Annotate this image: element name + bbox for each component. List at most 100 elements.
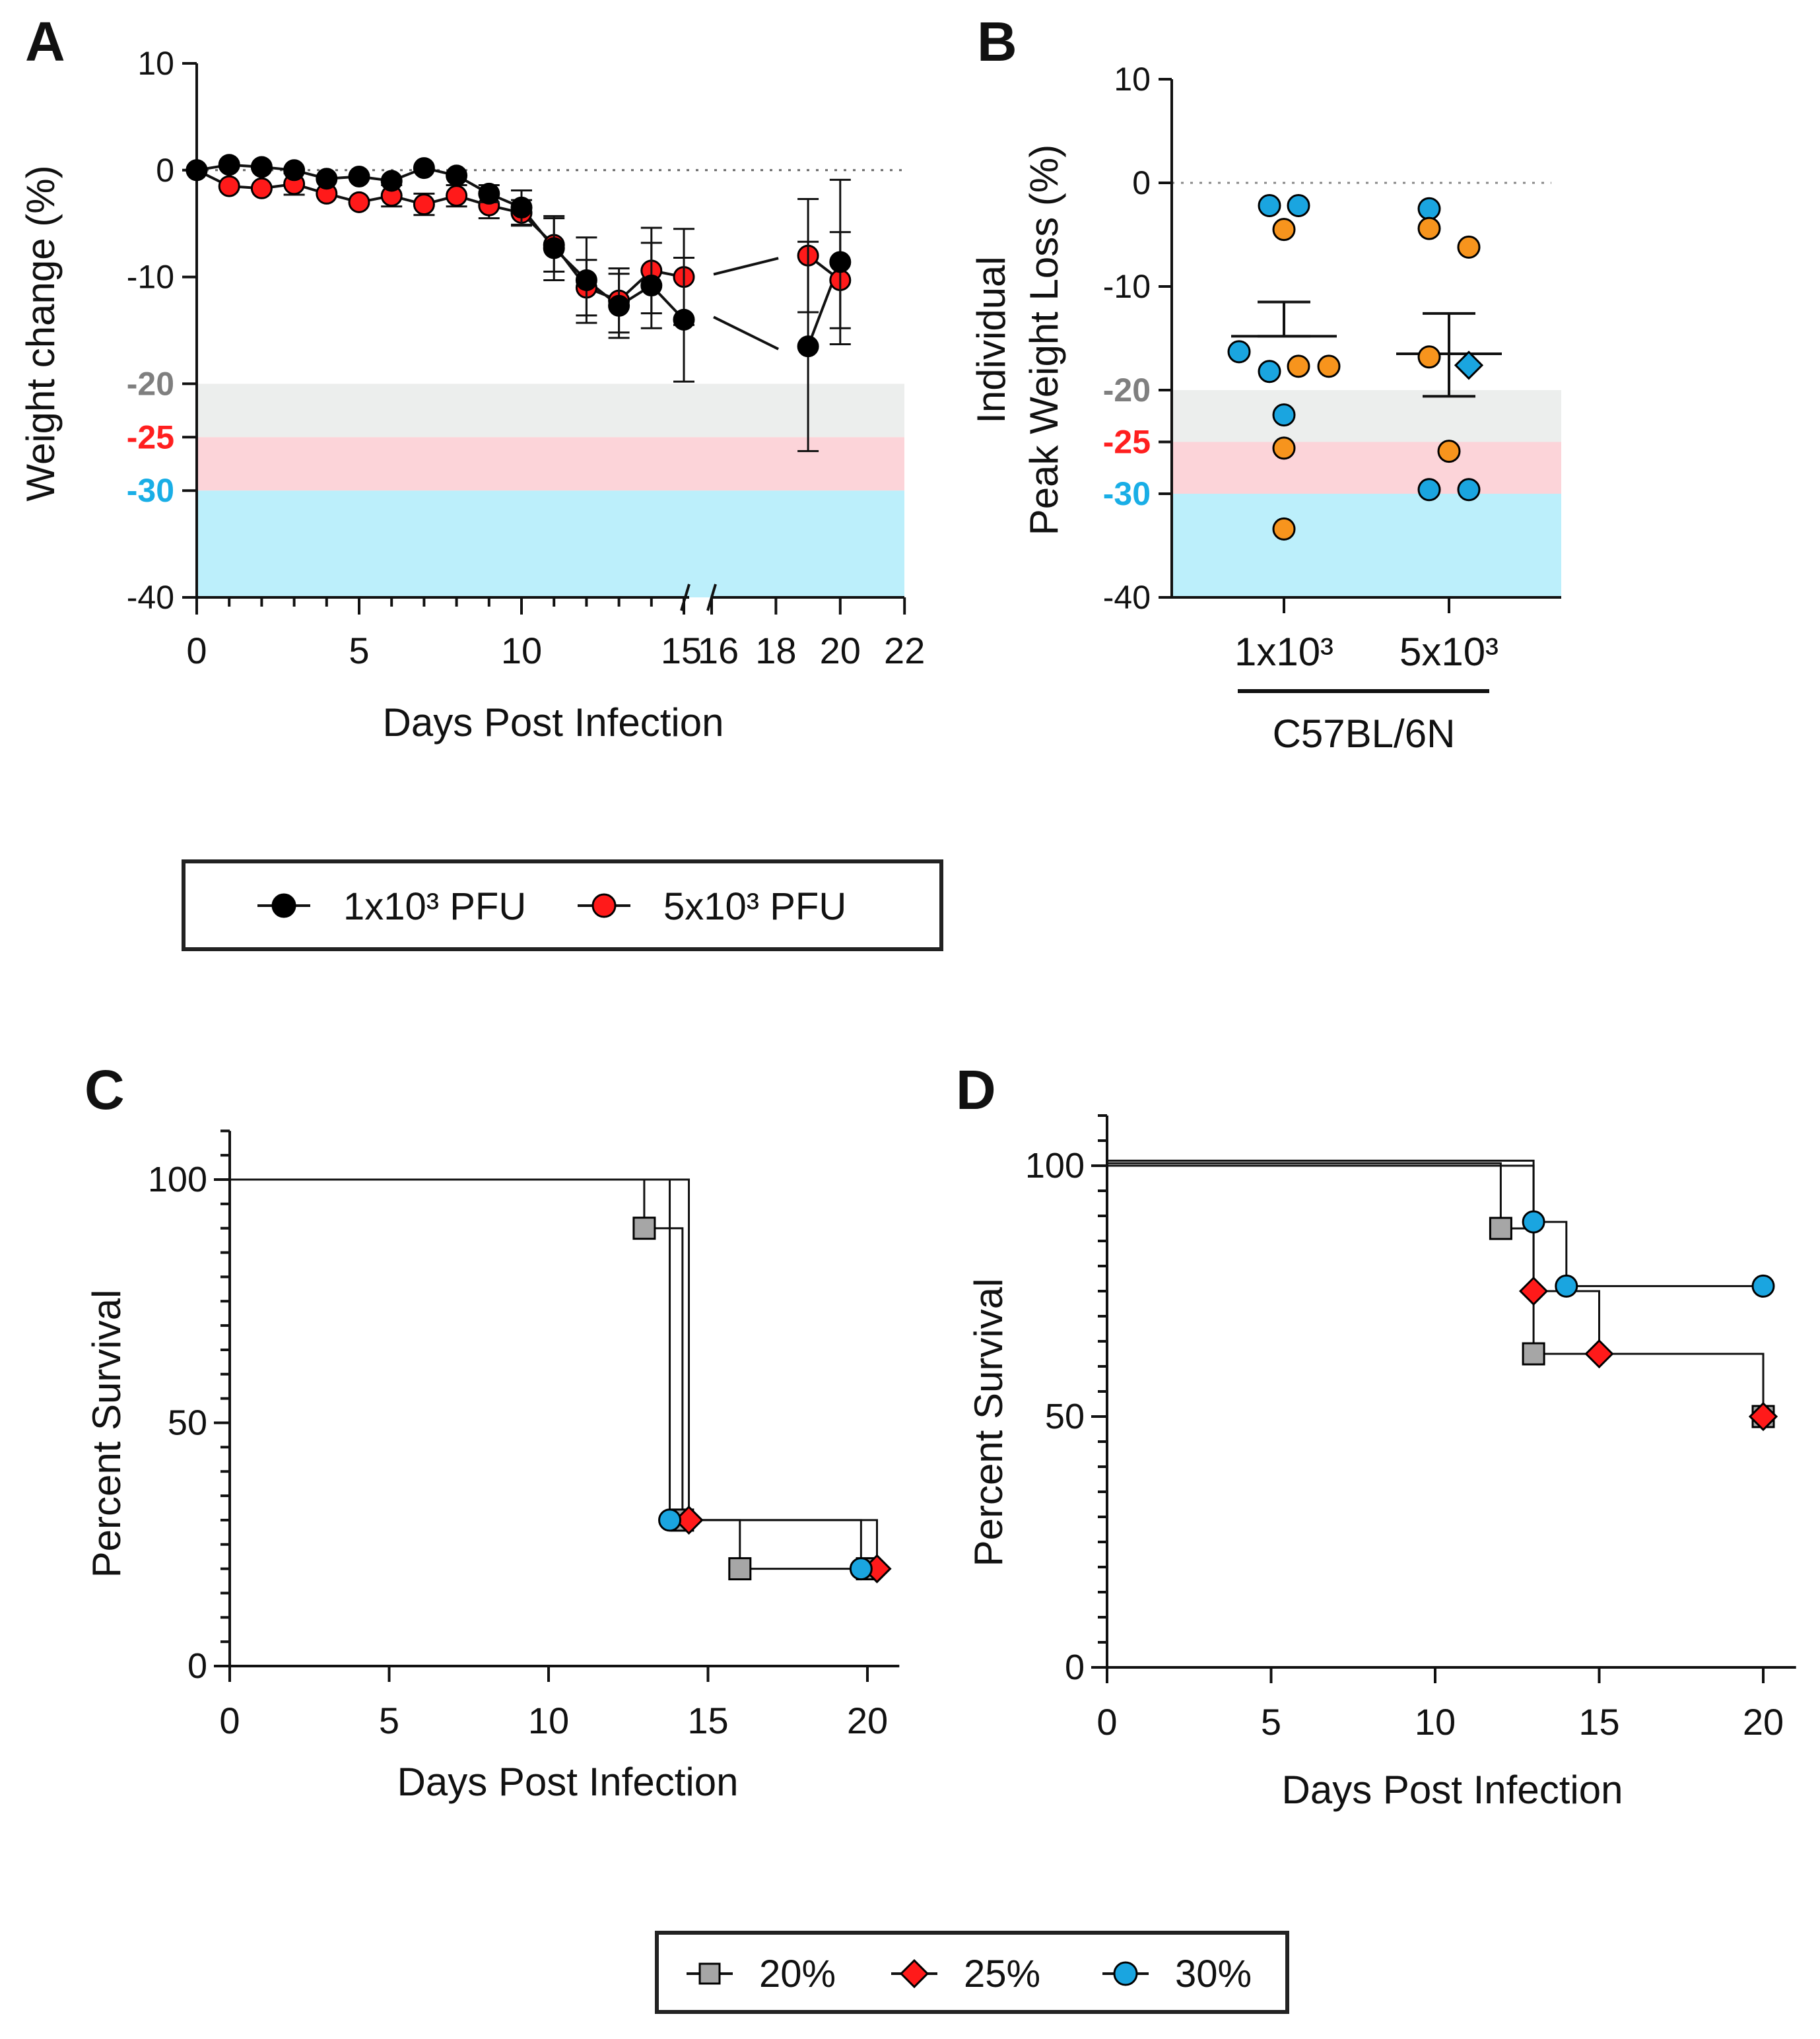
- a-point-low-dose: [283, 159, 306, 182]
- a-point-low-dose: [797, 335, 819, 358]
- d-marker-20: [1522, 1342, 1545, 1366]
- b-point: [1417, 345, 1441, 369]
- b-band-0: [1172, 390, 1561, 442]
- a-band-2: [197, 490, 904, 597]
- b-point: [1437, 440, 1461, 463]
- b-point: [1417, 217, 1441, 240]
- a-x-tick-label: 5: [349, 630, 369, 671]
- c-x-tick-label: 15: [687, 1700, 728, 1741]
- b-point: [1287, 194, 1310, 218]
- d-step-line: [1107, 1164, 1765, 1417]
- panel-c-survival: 0 50 100 0 5 10 15 20 Percent Survival Days Pos…: [84, 1129, 900, 1804]
- a-y-tick-label: 0: [156, 152, 174, 189]
- a-point-low-dose: [185, 159, 208, 182]
- d-y-tick-label: 0: [1065, 1648, 1085, 1687]
- legend-marker-20: [698, 1962, 721, 1985]
- c-x-tick-label: 20: [847, 1700, 888, 1741]
- a-x-tick-label: 15: [661, 630, 702, 671]
- d-x-axis-title: Days Post Infection: [1282, 1768, 1623, 1812]
- a-y-tick-label: 10: [137, 45, 174, 82]
- legend-marker-25: [899, 1958, 929, 1989]
- a-point-low-dose: [543, 237, 565, 259]
- a-point-high-dose: [446, 185, 468, 207]
- legend-dose: 1x10³ PFU 5x10³ PFU: [182, 859, 943, 951]
- legend-label-20: 20%: [759, 1953, 836, 1995]
- b-y-axis-title-line1: Individual: [969, 256, 1013, 424]
- c-marker-30: [849, 1557, 873, 1581]
- b-y-tick-label: -10: [1103, 268, 1151, 305]
- a-point-high-dose: [348, 191, 370, 213]
- a-point-low-dose: [829, 251, 852, 273]
- a-y-tick-label: -20: [127, 365, 174, 402]
- d-marker-30: [1751, 1274, 1775, 1298]
- b-point: [1272, 517, 1296, 541]
- b-point: [1272, 403, 1296, 427]
- d-x-tick-label: 20: [1743, 1701, 1784, 1743]
- d-step-line: [1107, 1162, 1765, 1417]
- c-step-line: [230, 1178, 862, 1569]
- panel-label-d: D: [956, 1059, 996, 1121]
- a-y-tick-label: -30: [127, 472, 174, 509]
- b-point: [1457, 478, 1481, 502]
- a-point-high-dose: [413, 193, 435, 216]
- d-x-tick-label: 5: [1261, 1701, 1281, 1743]
- d-marker-20: [1489, 1217, 1512, 1240]
- d-marker-25: [1584, 1339, 1614, 1369]
- d-x-tick-label: 10: [1415, 1701, 1456, 1743]
- d-y-tick-label: 50: [1045, 1397, 1085, 1436]
- c-step-line: [230, 1178, 878, 1569]
- b-point-diamond: [1454, 351, 1484, 380]
- a-series-gap-line-low-dose: [713, 316, 779, 351]
- a-point-low-dose: [640, 275, 663, 297]
- a-point-low-dose: [218, 154, 240, 176]
- a-point-high-dose: [218, 175, 240, 197]
- b-point: [1227, 340, 1251, 364]
- b-point: [1287, 354, 1310, 378]
- d-marker-25: [1518, 1276, 1549, 1306]
- a-x-tick-label: 20: [820, 630, 861, 671]
- b-band-2: [1172, 494, 1561, 597]
- b-x-tick-label: 1x10³: [1234, 630, 1333, 674]
- b-y-tick-label: -40: [1103, 579, 1151, 616]
- a-y-tick-label: -40: [127, 579, 174, 616]
- c-step-line: [230, 1178, 867, 1570]
- c-x-tick-label: 5: [379, 1700, 399, 1741]
- a-y-tick-label: -25: [127, 418, 174, 455]
- d-marker-25: [1748, 1401, 1778, 1432]
- b-band-1: [1172, 442, 1561, 494]
- b-point: [1272, 436, 1296, 460]
- d-y-tick-label: 100: [1025, 1146, 1085, 1186]
- b-y-tick-label: 0: [1132, 164, 1151, 201]
- b-point: [1417, 197, 1441, 220]
- a-point-low-dose: [413, 157, 435, 180]
- b-x-tick-label: 5x10³: [1399, 630, 1499, 674]
- b-point: [1258, 360, 1281, 384]
- panel-d-survival: 0 50 100 0 5 10 15 20 Percent Survival Days Pos…: [966, 1114, 1796, 1812]
- a-point-low-dose: [478, 182, 500, 205]
- c-x-tick-label: 10: [528, 1700, 569, 1741]
- b-y-axis-title-line2: Peak Weight Loss (%): [1022, 145, 1066, 535]
- a-y-tick-label: -10: [127, 259, 174, 296]
- c-x-tick-label: 0: [219, 1700, 240, 1741]
- a-point-low-dose: [608, 294, 630, 317]
- a-y-axis-title: Weight change (%): [18, 165, 63, 501]
- c-y-tick-label: 100: [148, 1160, 207, 1199]
- a-band-0: [197, 384, 904, 438]
- a-x-axis-title: Days Post Infection: [383, 700, 724, 745]
- legend-label-high-dose: 5x10³ PFU: [663, 885, 846, 928]
- a-point-low-dose: [510, 196, 533, 218]
- b-point: [1272, 218, 1296, 242]
- b-group-label: C57BL/6N: [1273, 712, 1456, 756]
- d-x-tick-label: 15: [1578, 1701, 1619, 1743]
- a-x-tick-label: 10: [501, 630, 542, 671]
- panel-label-c: C: [84, 1059, 125, 1121]
- legend-label-30: 30%: [1175, 1953, 1252, 1995]
- legend-marker-30: [1113, 1961, 1138, 1986]
- c-marker-20: [632, 1217, 656, 1240]
- a-series-line-low-dose: [196, 163, 685, 321]
- b-point: [1417, 478, 1441, 502]
- a-point-low-dose: [380, 170, 403, 192]
